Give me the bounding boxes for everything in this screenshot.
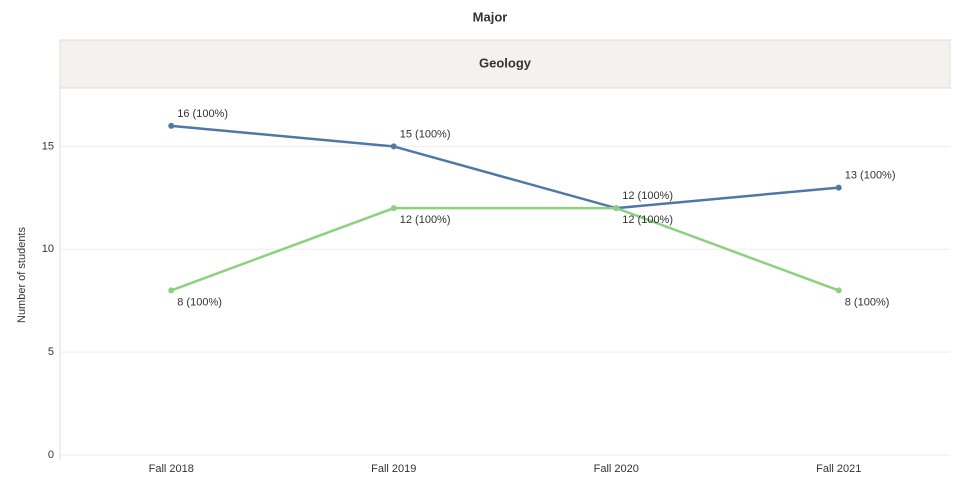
series-line xyxy=(170,206,840,292)
value-label: 12 (100%) xyxy=(622,190,673,202)
chart-title: Major xyxy=(473,9,508,24)
x-tick-label: Fall 2020 xyxy=(594,463,639,475)
value-label: 16 (100%) xyxy=(177,108,228,120)
y-tick-label: 15 xyxy=(42,140,54,152)
x-tick-label: Fall 2021 xyxy=(816,463,861,475)
panel-title: Geology xyxy=(479,55,532,70)
point xyxy=(835,287,842,294)
point xyxy=(613,205,620,212)
series-line xyxy=(171,124,839,210)
point xyxy=(168,287,175,294)
value-label: 8 (100%) xyxy=(177,296,222,308)
panel-header xyxy=(59,39,951,89)
point xyxy=(835,184,842,191)
point xyxy=(390,143,397,150)
value-label: 13 (100%) xyxy=(845,169,896,181)
value-label: 12 (100%) xyxy=(622,214,673,226)
y-tick-label: 10 xyxy=(42,243,54,255)
value-label: 8 (100%) xyxy=(845,296,890,308)
y-tick-label: 0 xyxy=(48,449,54,461)
x-tick-label: Fall 2018 xyxy=(149,463,194,475)
y-axis-label: Number of students xyxy=(16,227,28,323)
point xyxy=(168,122,175,129)
y-tick-label: 5 xyxy=(48,346,54,358)
x-tick-label: Fall 2019 xyxy=(371,463,416,475)
point xyxy=(390,205,397,212)
value-label: 15 (100%) xyxy=(400,128,451,140)
value-label: 12 (100%) xyxy=(400,214,451,226)
